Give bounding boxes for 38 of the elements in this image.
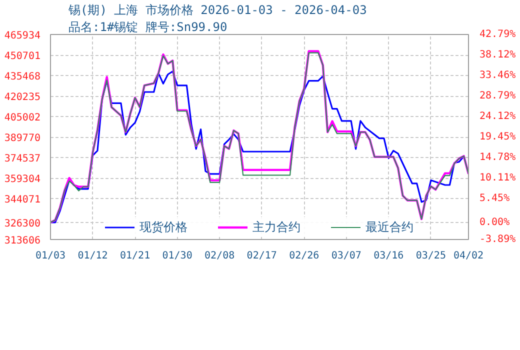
y-tick-label: 326300 bbox=[4, 218, 40, 230]
x-tick-label: 04/02 bbox=[453, 250, 484, 262]
y2-tick-label: 24.12% bbox=[480, 110, 516, 122]
y-tick-label: 465934 bbox=[4, 30, 40, 42]
y-tick-label: 313606 bbox=[4, 236, 40, 246]
legend-label: 最近合约 bbox=[366, 218, 414, 236]
y-tick-label: 420235 bbox=[4, 92, 40, 103]
x-tick-label: 01/30 bbox=[162, 250, 192, 262]
y2-tick-label: 14.78% bbox=[480, 152, 516, 164]
chart-subtitle: 品名:1#锡锭 牌号:Sn99.90 bbox=[68, 20, 228, 34]
y-tick-label: 450701 bbox=[4, 51, 40, 62]
y2-tick-label: 28.79% bbox=[480, 90, 516, 102]
x-tick-label: 01/21 bbox=[120, 250, 150, 262]
y-tick-label: 405002 bbox=[4, 112, 40, 124]
legend-label: 现货价格 bbox=[140, 218, 188, 236]
y2-tick-label: 5.45% bbox=[480, 192, 510, 204]
x-tick-label: 03/25 bbox=[416, 250, 446, 262]
x-tick-label: 02/17 bbox=[246, 250, 277, 262]
y2-tick-label: 0.00% bbox=[480, 216, 510, 228]
chart-title: 锡(期) 上海 市场价格 2026-01-03 - 2026-04-03 bbox=[68, 3, 367, 17]
y2-tick-label: -3.89% bbox=[480, 234, 516, 245]
x-tick-label: 02/08 bbox=[204, 250, 235, 262]
x-tick-label: 01/12 bbox=[78, 250, 108, 262]
y2-tick-label: 38.12% bbox=[480, 50, 516, 61]
y-tick-label: 359304 bbox=[4, 174, 40, 185]
legend-label: 主力合约 bbox=[252, 218, 300, 236]
x-tick-label: 02/26 bbox=[289, 250, 320, 262]
y-tick-label: 344071 bbox=[4, 194, 40, 206]
y-tick-label: 389770 bbox=[4, 133, 40, 144]
y2-tick-label: 33.46% bbox=[480, 70, 516, 81]
y2-tick-label: 10.11% bbox=[480, 172, 516, 184]
y-tick-label: 374537 bbox=[4, 154, 40, 164]
x-tick-label: 01/03 bbox=[35, 250, 66, 262]
x-tick-label: 03/07 bbox=[331, 250, 362, 262]
y2-tick-label: 19.45% bbox=[480, 132, 516, 142]
x-tick-label: 03/16 bbox=[374, 250, 404, 262]
y-tick-label: 435468 bbox=[4, 72, 40, 82]
y2-tick-label: 42.79% bbox=[480, 29, 516, 40]
